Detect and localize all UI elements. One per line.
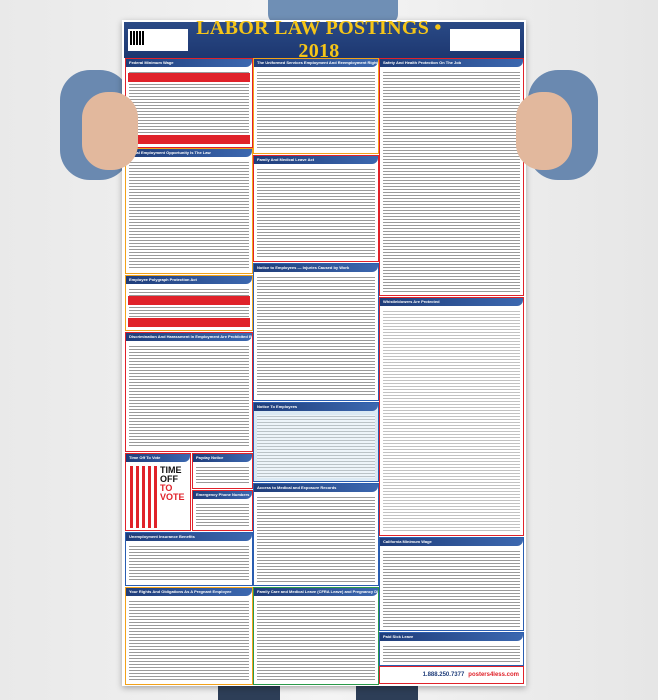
section-title: Notice To Employees: [254, 403, 378, 411]
section-title: Equal Employment Opportunity Is The Law: [126, 149, 252, 157]
qr-code-icon: [130, 31, 144, 45]
section-notice: Notice To Employees: [253, 402, 379, 482]
section-federal-min-wage: Federal Minimum Wage: [125, 58, 253, 148]
section-paid-sick-leave: Paid Sick Leave: [379, 632, 524, 666]
section-title: Payday Notice: [193, 454, 252, 462]
section-unemployment: Unemployment Insurance Benefits: [125, 532, 253, 586]
section-pregnant: Your Rights And Obligations As A Pregnan…: [125, 587, 253, 685]
section-injuries: Notice to Employees — Injuries Caused by…: [253, 263, 379, 401]
section-eeo: Equal Employment Opportunity Is The Law: [125, 148, 253, 274]
section-safety: Safety And Health Protection On The Job: [379, 58, 524, 296]
section-polygraph: Employee Polygraph Protection Act: [125, 275, 253, 331]
section-title: Family And Medical Leave Act: [254, 156, 378, 164]
ballot-box-icon: [130, 466, 158, 528]
section-title: Employee Polygraph Protection Act: [126, 276, 252, 284]
person-left-leg: [218, 684, 280, 700]
poster-title: LABOR LAW POSTINGS • 2018: [196, 17, 442, 62]
poster-footer: 1.888.250.7377 posters4less.com: [379, 666, 524, 684]
section-title: Federal Minimum Wage: [126, 59, 252, 67]
brand-logo: posters4less.com: [468, 672, 519, 678]
section-title: Access to Medical and Exposure Records: [254, 484, 378, 492]
section-title: Whistleblowers Are Protected: [380, 298, 523, 306]
section-title: Your Rights And Obligations As A Pregnan…: [126, 588, 252, 596]
section-title: Emergency Phone Numbers: [193, 491, 252, 499]
person-right-leg: [356, 684, 418, 700]
section-access: Access to Medical and Exposure Records: [253, 483, 379, 586]
poster-header: LABOR LAW POSTINGS • 2018: [124, 17, 524, 62]
qr-box: [128, 29, 188, 51]
section-emergency: Emergency Phone Numbers: [192, 490, 253, 531]
phone-number: 1.888.250.7377: [422, 672, 465, 678]
section-userra: The Uniformed Services Employment And Re…: [253, 58, 379, 154]
section-fmla: Family And Medical Leave Act: [253, 155, 379, 262]
section-time-off-vote: Time Off To Vote TIME OFF TO VOTE: [125, 453, 191, 531]
section-payday: Payday Notice: [192, 453, 253, 489]
section-title: The Uniformed Services Employment And Re…: [254, 59, 378, 67]
section-cfra: Family Care and Medical Leave (CFRA Leav…: [253, 587, 379, 685]
person-left-hand: [82, 92, 138, 170]
section-whistleblowers: Whistleblowers Are Protected: [379, 297, 524, 536]
section-title: Paid Sick Leave: [380, 633, 523, 641]
section-ca-min-wage: California Minimum Wage: [379, 537, 524, 631]
section-title: Safety And Health Protection On The Job: [380, 59, 523, 67]
section-title: California Minimum Wage: [380, 538, 523, 546]
section-title: Time Off To Vote: [126, 454, 190, 462]
info-box: [450, 29, 520, 51]
section-title: Discrimination And Harassment In Employm…: [126, 333, 252, 341]
section-title: Notice to Employees — Injuries Caused by…: [254, 264, 378, 272]
section-discrimination: Discrimination And Harassment In Employm…: [125, 332, 253, 452]
section-title: Family Care and Medical Leave (CFRA Leav…: [254, 588, 378, 596]
vote-headline: TIME OFF: [160, 465, 182, 484]
section-title: Unemployment Insurance Benefits: [126, 533, 252, 541]
person-right-hand: [516, 92, 572, 170]
vote-headline-red: TO VOTE: [160, 483, 185, 502]
